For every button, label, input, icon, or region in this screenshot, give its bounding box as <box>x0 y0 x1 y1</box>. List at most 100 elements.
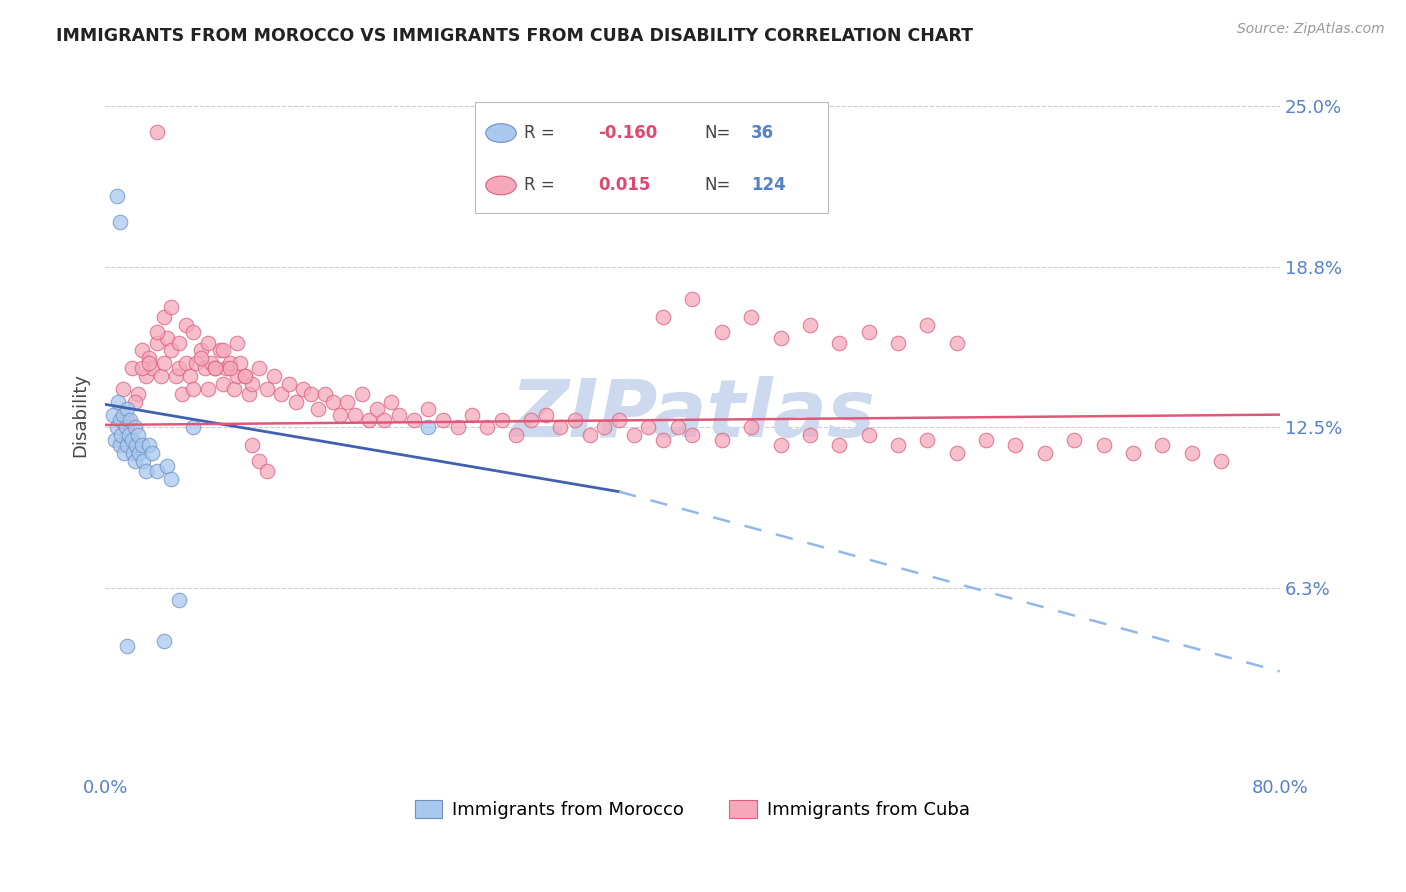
Point <box>141 446 163 460</box>
Point <box>121 434 143 448</box>
Point <box>101 408 124 422</box>
Point <box>181 382 204 396</box>
Point <box>418 402 440 417</box>
Point <box>219 356 242 370</box>
Point <box>226 369 249 384</box>
Point <box>828 335 851 350</box>
Point <box>115 413 138 427</box>
Point <box>1209 454 1232 468</box>
Point <box>131 361 153 376</box>
Point <box>181 326 204 340</box>
Point <box>153 633 176 648</box>
Point <box>156 458 179 473</box>
Point <box>564 413 586 427</box>
Point <box>132 454 155 468</box>
Point <box>710 326 733 340</box>
Text: ZIPatlas: ZIPatlas <box>510 376 875 454</box>
Point <box>652 434 675 448</box>
Point <box>214 361 236 376</box>
Text: R =: R = <box>524 124 561 142</box>
Point <box>299 387 322 401</box>
Point <box>710 434 733 448</box>
Point <box>128 446 150 460</box>
Point <box>322 394 344 409</box>
Point <box>219 361 242 376</box>
Point <box>887 438 910 452</box>
Point <box>769 330 792 344</box>
Point <box>135 464 157 478</box>
Point <box>108 215 131 229</box>
Point <box>124 454 146 468</box>
Text: IMMIGRANTS FROM MOROCCO VS IMMIGRANTS FROM CUBA DISABILITY CORRELATION CHART: IMMIGRANTS FROM MOROCCO VS IMMIGRANTS FR… <box>56 27 973 45</box>
Point <box>138 438 160 452</box>
Point <box>127 387 149 401</box>
Point <box>135 369 157 384</box>
Point <box>145 335 167 350</box>
Point <box>170 387 193 401</box>
Point <box>461 408 484 422</box>
Text: 0.015: 0.015 <box>599 177 651 194</box>
Point <box>828 438 851 452</box>
Point <box>945 335 967 350</box>
Point <box>418 420 440 434</box>
Point <box>138 356 160 370</box>
Text: N=: N= <box>704 177 731 194</box>
Point <box>945 446 967 460</box>
Point <box>256 464 278 478</box>
Point <box>138 351 160 366</box>
Point <box>534 408 557 422</box>
Point <box>190 351 212 366</box>
Point <box>256 382 278 396</box>
Point <box>122 446 145 460</box>
Point <box>156 330 179 344</box>
Point <box>505 428 527 442</box>
Point <box>1004 438 1026 452</box>
Point <box>491 413 513 427</box>
Point <box>520 413 543 427</box>
Point <box>118 428 141 442</box>
Point <box>578 428 600 442</box>
Point <box>160 472 183 486</box>
Point <box>153 356 176 370</box>
Point <box>167 361 190 376</box>
Point <box>799 318 821 332</box>
Point <box>174 318 197 332</box>
Point <box>229 356 252 370</box>
Point <box>1181 446 1204 460</box>
Point <box>336 394 359 409</box>
Point <box>446 420 468 434</box>
Circle shape <box>485 176 516 194</box>
Point <box>160 300 183 314</box>
Point <box>112 446 135 460</box>
Point <box>285 394 308 409</box>
Legend: Immigrants from Morocco, Immigrants from Cuba: Immigrants from Morocco, Immigrants from… <box>408 792 977 826</box>
Point <box>233 369 256 384</box>
Point <box>917 434 939 448</box>
Point <box>160 343 183 358</box>
Point <box>388 408 411 422</box>
Point <box>799 428 821 442</box>
Point <box>186 356 208 370</box>
Point <box>475 420 498 434</box>
Point <box>105 420 128 434</box>
Point <box>124 394 146 409</box>
Point <box>666 420 689 434</box>
FancyBboxPatch shape <box>475 102 828 213</box>
Text: 124: 124 <box>751 177 786 194</box>
Point <box>190 343 212 358</box>
Text: -0.160: -0.160 <box>599 124 658 142</box>
Point <box>974 434 997 448</box>
Point <box>115 639 138 653</box>
Point <box>153 310 176 324</box>
Point <box>224 382 246 396</box>
Point <box>233 369 256 384</box>
Point <box>167 335 190 350</box>
Point <box>1122 446 1144 460</box>
Point <box>769 438 792 452</box>
Point <box>165 369 187 384</box>
Point <box>120 413 142 427</box>
Point <box>740 310 762 324</box>
Text: N=: N= <box>704 124 731 142</box>
Point <box>105 189 128 203</box>
Point <box>550 420 572 434</box>
